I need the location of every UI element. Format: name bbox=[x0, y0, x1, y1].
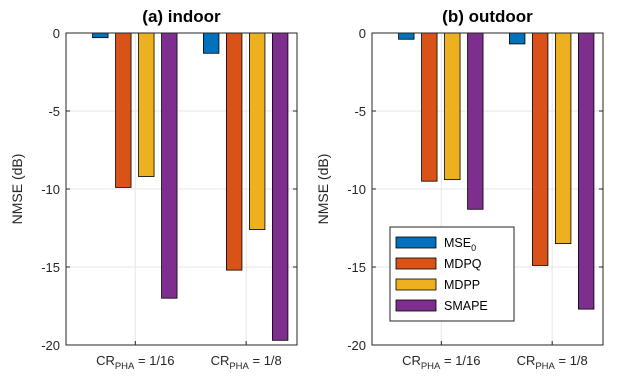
bar-mdpq-cr-1-16 bbox=[421, 32, 438, 182]
bar-mdpp-cr-1-16 bbox=[444, 32, 461, 181]
legend-swatch-mdpq bbox=[395, 257, 437, 270]
bar-mdpq-cr-1-8 bbox=[532, 32, 549, 266]
bar-mdpq-cr-1-8 bbox=[226, 32, 243, 271]
legend-entry-mdpp: MDPP bbox=[444, 278, 480, 292]
y-tick-label: -10 bbox=[347, 182, 366, 197]
bar-mdpq-cr-1-16 bbox=[115, 32, 132, 188]
bar-mse-cr-1-8 bbox=[509, 32, 526, 45]
x-tick-label: CRPHA = 1/16 bbox=[96, 353, 174, 372]
chart-title: (b) outdoor bbox=[442, 7, 533, 26]
axes-box bbox=[65, 32, 298, 346]
bar-smape-cr-1-16 bbox=[161, 32, 178, 299]
x-tick-label: CRPHA = 1/16 bbox=[402, 353, 480, 372]
x-tick-label: CRPHA = 1/8 bbox=[211, 353, 282, 372]
bar-mdpp-cr-1-8 bbox=[555, 32, 572, 245]
bar-mse-cr-1-8 bbox=[203, 32, 220, 54]
legend: MSE0 MDPQ MDPP SMAPE bbox=[389, 226, 515, 322]
y-axis-label: NMSE (dB) bbox=[315, 154, 331, 225]
y-tick-label: -5 bbox=[354, 104, 366, 119]
chart-title: (a) indoor bbox=[142, 7, 221, 26]
y-tick-label: -15 bbox=[41, 260, 60, 275]
bar-mse-cr-1-16 bbox=[398, 32, 415, 40]
legend-swatch-mse bbox=[395, 236, 437, 249]
bar-mse-cr-1-16 bbox=[92, 32, 109, 39]
y-tick-label: -10 bbox=[41, 182, 60, 197]
axes-box bbox=[371, 32, 604, 346]
y-tick-label: -5 bbox=[48, 104, 60, 119]
panel-outdoor: 0 -5 -10 -15 -20 CRPHA = 1/16 CRPHA = 1/8 (b) o… bbox=[315, 7, 604, 372]
y-tick-label: 0 bbox=[53, 26, 60, 41]
y-tick-label: -20 bbox=[41, 338, 60, 353]
legend-swatch-smape bbox=[395, 299, 437, 312]
panel-indoor: 0 -5 -10 -15 -20 CRPHA = 1/16 CRPHA = 1/8 (a) i… bbox=[9, 7, 298, 372]
legend-swatch-mdpp bbox=[395, 278, 437, 291]
bar-smape-cr-1-8 bbox=[578, 32, 595, 310]
y-tick-label: -20 bbox=[347, 338, 366, 353]
bar-smape-cr-1-8 bbox=[272, 32, 289, 341]
y-tick-label: -15 bbox=[347, 260, 366, 275]
bar-mdpp-cr-1-16 bbox=[138, 32, 155, 177]
bar-smape-cr-1-16 bbox=[467, 32, 484, 210]
legend-entry-mse: MSE0 bbox=[444, 236, 476, 253]
y-tick-label: 0 bbox=[359, 26, 366, 41]
legend-entry-mdpq: MDPQ bbox=[444, 257, 482, 271]
legend-entry-smape: SMAPE bbox=[444, 299, 488, 313]
x-tick-label: CRPHA = 1/8 bbox=[517, 353, 588, 372]
y-axis-label: NMSE (dB) bbox=[9, 154, 25, 225]
bar-mdpp-cr-1-8 bbox=[249, 32, 266, 230]
